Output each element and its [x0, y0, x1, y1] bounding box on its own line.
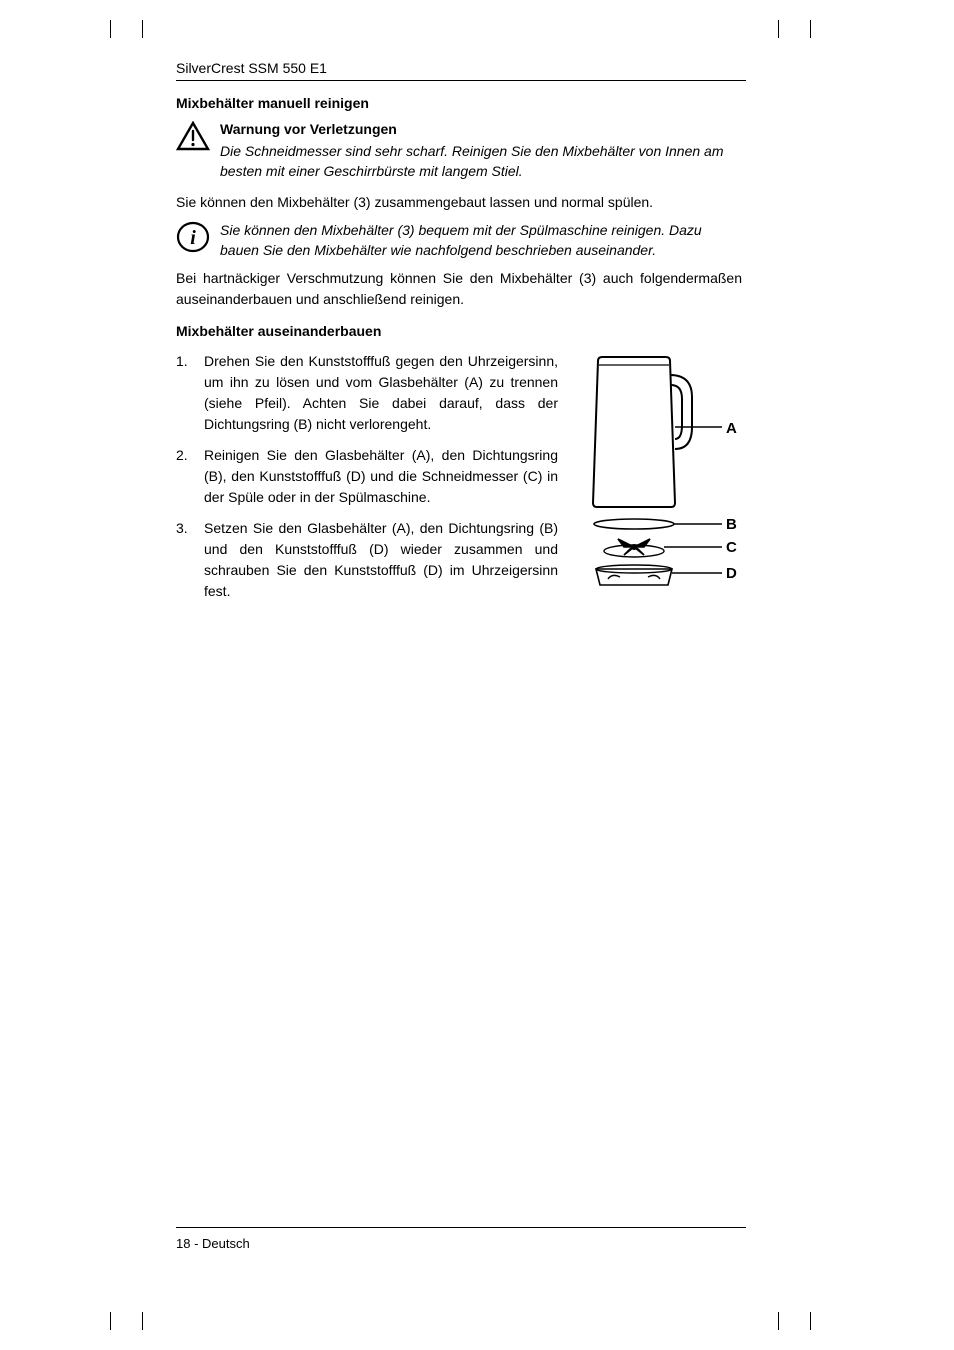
crop-mark — [778, 20, 779, 38]
footer-rule — [176, 1227, 746, 1228]
crop-mark — [142, 20, 143, 38]
paragraph: Bei hartnäckiger Verschmutzung können Si… — [176, 268, 742, 309]
crop-mark — [142, 1312, 143, 1330]
info-icon: i — [176, 220, 220, 259]
diagram-label-a: A — [726, 420, 737, 437]
info-block: i Sie können den Mixbehälter (3) bequem … — [176, 220, 742, 261]
page-content: Mixbehälter manuell reinigen Warnung vor… — [176, 95, 742, 612]
page-footer: 18 - Deutsch — [176, 1236, 250, 1251]
step-number: 1. — [176, 351, 204, 435]
crop-mark — [110, 1312, 111, 1330]
info-text: Sie können den Mixbehälter (3) bequem mi… — [220, 220, 742, 261]
two-column-layout: 1. Drehen Sie den Kunststofffuß gegen de… — [176, 351, 742, 612]
warning-icon — [176, 121, 220, 156]
warning-body: Warnung vor Verletzungen Die Schneidmess… — [220, 121, 742, 182]
page-header: SilverCrest SSM 550 E1 — [176, 60, 327, 76]
steps-list: 1. Drehen Sie den Kunststofffuß gegen de… — [176, 351, 558, 612]
manual-page: SilverCrest SSM 550 E1 Mixbehälter manue… — [0, 0, 954, 1350]
list-item: 1. Drehen Sie den Kunststofffuß gegen de… — [176, 351, 558, 435]
crop-mark — [810, 20, 811, 38]
crop-mark — [810, 1312, 811, 1330]
header-rule — [176, 80, 746, 81]
warning-text: Die Schneidmesser sind sehr scharf. Rein… — [220, 141, 742, 182]
diagram-label-c: C — [726, 539, 737, 556]
section-title: Mixbehälter auseinanderbauen — [176, 323, 742, 339]
crop-mark — [110, 20, 111, 38]
section-title: Mixbehälter manuell reinigen — [176, 95, 742, 111]
crop-mark — [778, 1312, 779, 1330]
warning-title: Warnung vor Verletzungen — [220, 121, 742, 137]
blender-diagram: A B C — [558, 351, 742, 608]
step-text: Setzen Sie den Glasbehälter (A), den Dic… — [204, 518, 558, 602]
svg-text:i: i — [190, 227, 196, 249]
diagram-label-b: B — [726, 516, 737, 533]
list-item: 3. Setzen Sie den Glasbehälter (A), den … — [176, 518, 558, 602]
warning-block: Warnung vor Verletzungen Die Schneidmess… — [176, 121, 742, 182]
paragraph: Sie können den Mixbehälter (3) zusammeng… — [176, 192, 742, 212]
list-item: 2. Reinigen Sie den Glasbehälter (A), de… — [176, 445, 558, 508]
step-number: 2. — [176, 445, 204, 508]
step-number: 3. — [176, 518, 204, 602]
diagram-label-d: D — [726, 565, 737, 582]
step-text: Drehen Sie den Kunststofffuß gegen den U… — [204, 351, 558, 435]
step-text: Reinigen Sie den Glasbehälter (A), den D… — [204, 445, 558, 508]
